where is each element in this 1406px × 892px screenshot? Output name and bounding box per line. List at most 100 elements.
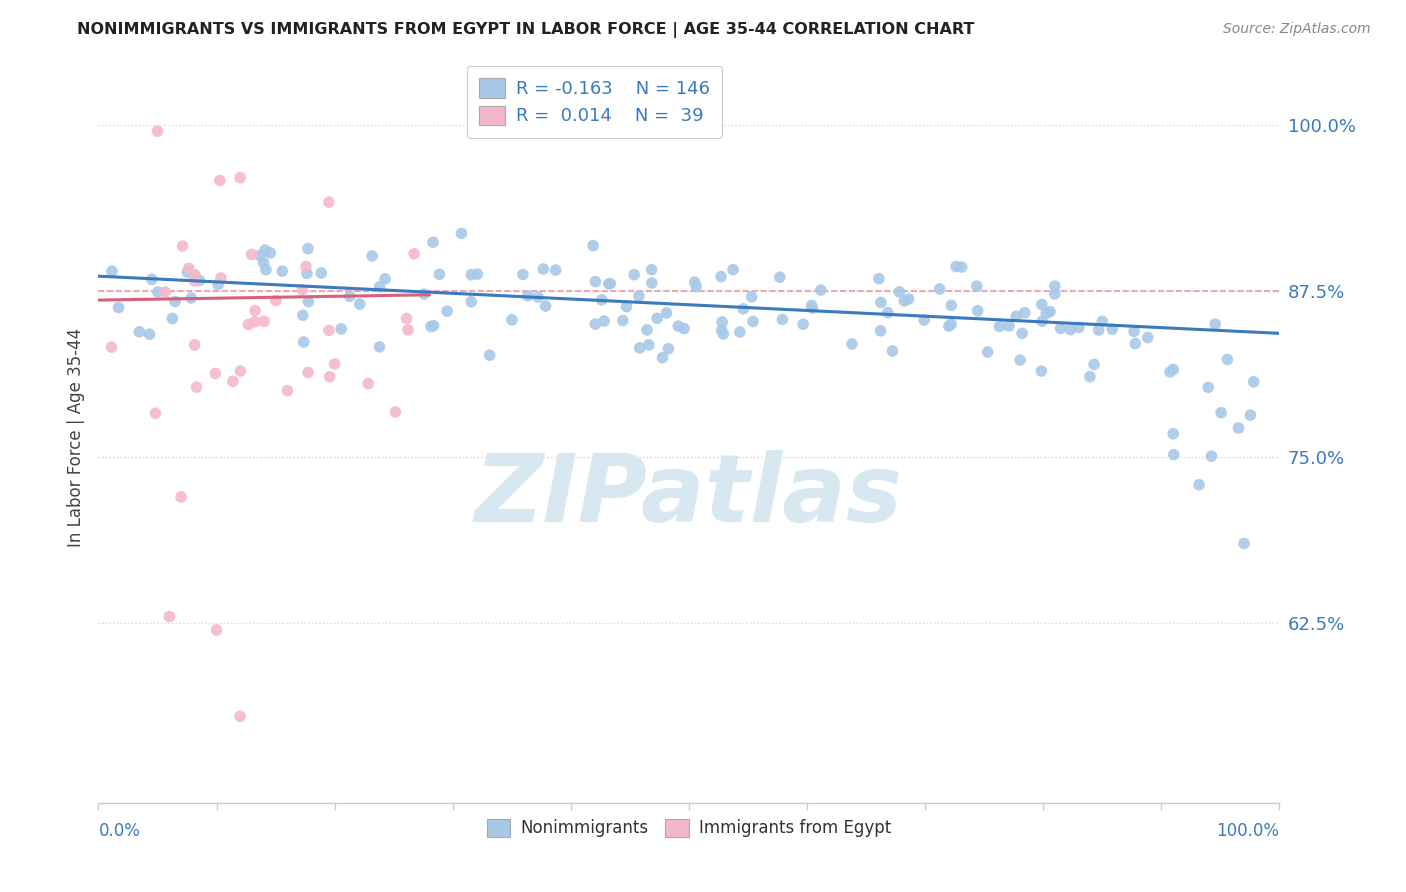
Point [810,283,832,297]
Point [612,313,634,327]
Point [628,341,651,355]
Point [742,314,765,328]
Point [583,317,606,331]
Point [1059,323,1081,337]
Point [157,609,180,624]
Point [655,306,678,320]
Point [512,268,534,282]
Point [966,303,988,318]
Point [683,275,706,289]
Point [240,247,263,261]
Point [478,348,501,362]
Point [534,299,557,313]
Point [249,248,271,262]
Point [450,227,472,241]
Point [368,280,391,294]
Point [264,293,287,308]
Point [1161,426,1184,441]
Point [1188,478,1211,492]
Point [253,314,276,328]
Point [728,325,751,339]
Point [599,277,621,291]
Point [186,380,208,394]
Point [145,406,167,420]
Point [897,292,920,306]
Point [183,270,205,285]
Point [988,319,1011,334]
Point [368,340,391,354]
Point [710,269,733,284]
Point [893,293,915,308]
Point [1233,536,1256,550]
Point [229,364,252,378]
Point [422,235,444,250]
Legend: Nonimmigrants, Immigrants from Egypt: Nonimmigrants, Immigrants from Egypt [479,810,898,846]
Point [170,490,193,504]
Point [1043,279,1066,293]
Point [721,262,744,277]
Point [205,623,228,637]
Text: 0.0%: 0.0% [98,822,141,839]
Point [582,238,605,252]
Point [188,273,211,287]
Point [460,268,482,282]
Point [657,342,679,356]
Point [349,297,371,311]
Point [1201,449,1223,463]
Point [882,343,904,358]
Point [291,283,314,297]
Point [685,279,707,293]
Point [1031,297,1053,311]
Point [259,245,281,260]
Point [229,170,252,185]
Point [295,267,318,281]
Point [593,314,616,328]
Point [501,313,523,327]
Point [291,308,314,322]
Point [183,274,205,288]
Point [222,374,245,388]
Point [460,294,482,309]
Point [165,294,187,309]
Point [645,311,668,326]
Point [318,323,340,337]
Point [1078,369,1101,384]
Point [180,291,202,305]
Point [177,261,200,276]
Point [254,262,277,277]
Point [374,272,396,286]
Point [598,277,620,291]
Point [330,322,353,336]
Point [254,243,277,257]
Point [176,265,198,279]
Point [207,277,229,292]
Point [889,285,911,299]
Point [1123,324,1146,338]
Text: Source: ZipAtlas.com: Source: ZipAtlas.com [1223,22,1371,37]
Point [792,318,814,332]
Point [1031,364,1053,378]
Point [1011,326,1033,341]
Point [100,340,122,354]
Point [1049,321,1071,335]
Point [876,305,898,319]
Point [976,345,998,359]
Point [184,268,207,282]
Point [769,270,792,285]
Point [357,376,380,391]
Point [1067,320,1090,334]
Point [243,303,266,318]
Point [429,267,451,281]
Point [183,338,205,352]
Point [591,293,613,307]
Point [801,301,824,315]
Point [208,173,231,187]
Point [640,262,662,277]
Point [295,260,318,274]
Point [436,304,458,318]
Point [271,264,294,278]
Text: 100.0%: 100.0% [1216,822,1279,839]
Point [138,327,160,342]
Point [209,271,232,285]
Point [141,272,163,286]
